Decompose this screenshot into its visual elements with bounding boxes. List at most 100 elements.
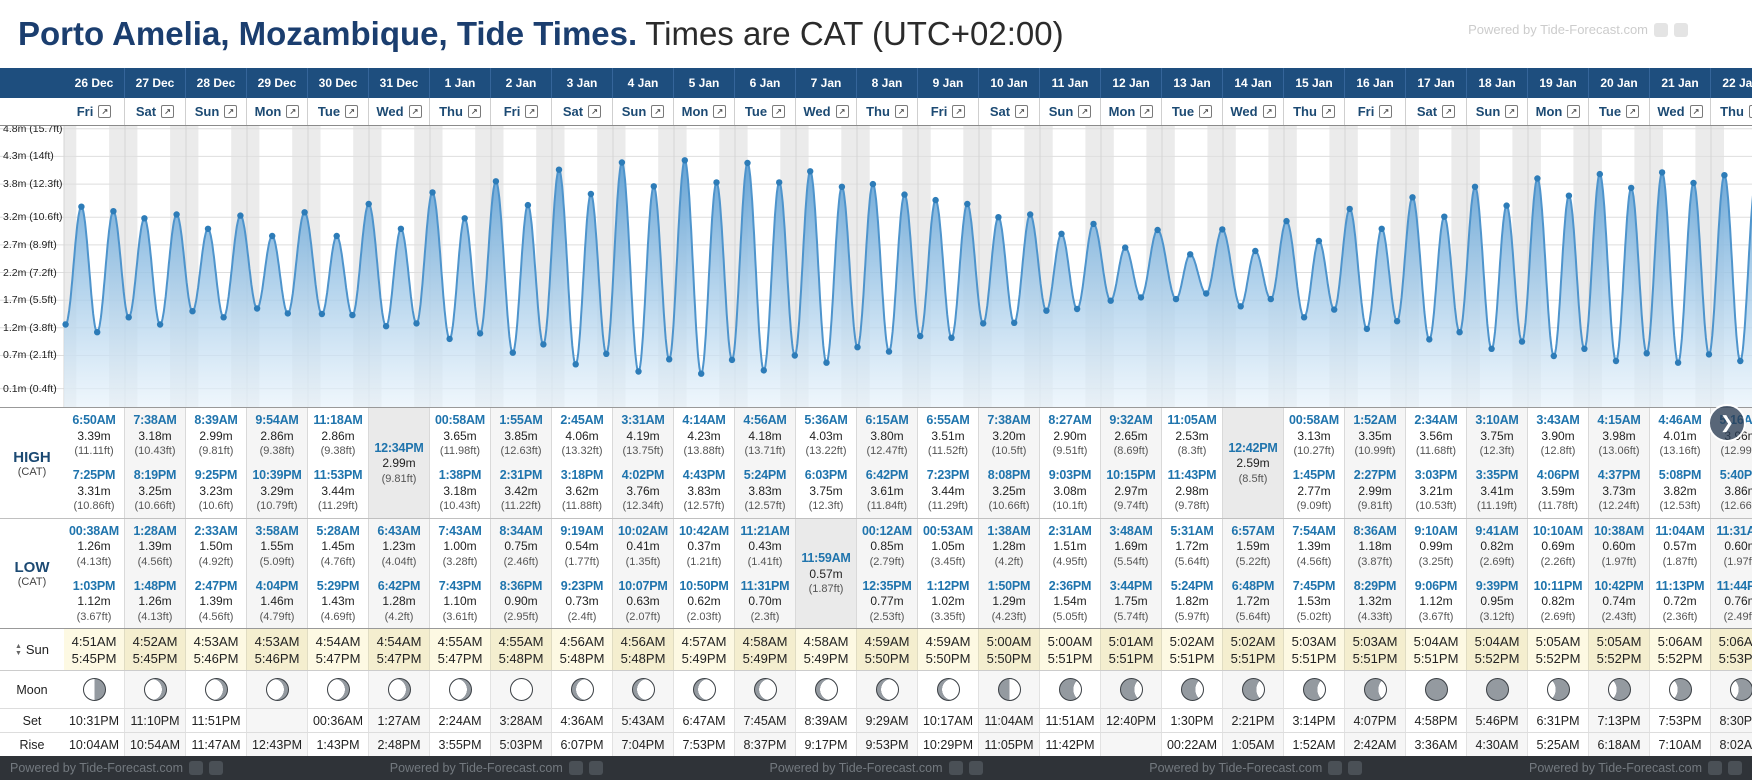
date-header[interactable]: 20 Jan	[1589, 68, 1650, 98]
expand-day-icon[interactable]: ↗	[1140, 105, 1154, 118]
powered-by-watermark[interactable]: Powered by Tide-Forecast.com	[1468, 22, 1688, 37]
date-header[interactable]: 8 Jan	[857, 68, 918, 98]
social-icon[interactable]	[568, 761, 583, 775]
expand-day-icon[interactable]: ↗	[224, 105, 238, 118]
day-cell[interactable]: Tue ↗	[1589, 98, 1650, 125]
social-icon[interactable]	[189, 761, 203, 775]
expand-day-icon[interactable]: ↗	[286, 105, 300, 118]
day-cell[interactable]: Tue ↗	[308, 98, 369, 125]
social-icon[interactable]	[209, 761, 223, 775]
date-header[interactable]: 10 Jan	[979, 68, 1040, 98]
powered-by-watermark[interactable]: Powered by Tide-Forecast.com	[770, 761, 983, 775]
expand-day-icon[interactable]: ↗	[713, 105, 727, 118]
day-cell[interactable]: Thu ↗	[1284, 98, 1345, 125]
social-icon[interactable]	[1348, 761, 1363, 775]
expand-day-icon[interactable]: ↗	[345, 105, 359, 118]
expand-day-icon[interactable]: ↗	[98, 105, 112, 118]
social-icon[interactable]	[1708, 761, 1722, 775]
expand-day-icon[interactable]: ↗	[1626, 105, 1640, 118]
date-header[interactable]: 31 Dec	[369, 68, 430, 98]
date-header[interactable]: 28 Dec	[186, 68, 247, 98]
day-cell[interactable]: Wed ↗	[1223, 98, 1284, 125]
day-cell[interactable]: Fri ↗	[918, 98, 979, 125]
expand-day-icon[interactable]: ↗	[467, 105, 481, 118]
day-cell[interactable]: Fri ↗	[1345, 98, 1406, 125]
day-cell[interactable]: Sun ↗	[1467, 98, 1528, 125]
social-icon[interactable]	[1674, 22, 1688, 37]
date-header[interactable]: 13 Jan	[1162, 68, 1223, 98]
day-cell[interactable]: Sat ↗	[125, 98, 186, 125]
watermark-text[interactable]: Powered by Tide-Forecast.com	[1529, 761, 1702, 775]
date-header[interactable]: 14 Jan	[1223, 68, 1284, 98]
date-header[interactable]: 3 Jan	[552, 68, 613, 98]
watermark-text[interactable]: Powered by Tide-Forecast.com	[389, 761, 563, 775]
expand-day-icon[interactable]: ↗	[651, 105, 665, 118]
expand-day-icon[interactable]: ↗	[835, 105, 849, 118]
expand-day-icon[interactable]: ↗	[1078, 105, 1092, 118]
day-cell[interactable]: Fri ↗	[491, 98, 552, 125]
expand-day-icon[interactable]: ↗	[894, 105, 908, 118]
social-icon[interactable]	[1654, 22, 1668, 37]
day-cell[interactable]: Sat ↗	[1406, 98, 1467, 125]
date-header[interactable]: 17 Jan	[1406, 68, 1467, 98]
expand-day-icon[interactable]: ↗	[1199, 105, 1213, 118]
watermark-text[interactable]: Powered by Tide-Forecast.com	[1149, 761, 1323, 775]
expand-day-icon[interactable]: ↗	[772, 105, 786, 118]
social-icon[interactable]	[588, 761, 603, 775]
date-header[interactable]: 1 Jan	[430, 68, 491, 98]
day-cell[interactable]: Sat ↗	[979, 98, 1040, 125]
date-header[interactable]: 27 Dec	[125, 68, 186, 98]
expand-day-icon[interactable]: ↗	[1321, 105, 1335, 118]
day-cell[interactable]: Thu ↗	[1711, 98, 1752, 125]
date-header[interactable]: 19 Jan	[1528, 68, 1589, 98]
day-cell[interactable]: Wed ↗	[796, 98, 857, 125]
expand-day-icon[interactable]: ↗	[1748, 105, 1752, 118]
date-header[interactable]: 12 Jan	[1101, 68, 1162, 98]
expand-day-icon[interactable]: ↗	[952, 105, 966, 118]
day-cell[interactable]: Sat ↗	[552, 98, 613, 125]
expand-day-icon[interactable]: ↗	[1262, 105, 1276, 118]
day-cell[interactable]: Thu ↗	[430, 98, 491, 125]
date-header[interactable]: 22 Jan	[1711, 68, 1752, 98]
watermark-text[interactable]: Powered by Tide-Forecast.com	[769, 761, 943, 775]
date-header[interactable]: 5 Jan	[674, 68, 735, 98]
expand-day-icon[interactable]: ↗	[1567, 105, 1581, 118]
day-cell[interactable]: Tue ↗	[1162, 98, 1223, 125]
day-cell[interactable]: Mon ↗	[247, 98, 308, 125]
expand-day-icon[interactable]: ↗	[1379, 105, 1393, 118]
powered-by-watermark[interactable]: Powered by Tide-Forecast.com	[390, 761, 603, 775]
expand-day-icon[interactable]: ↗	[1505, 105, 1519, 118]
day-cell[interactable]: Mon ↗	[1528, 98, 1589, 125]
social-icon[interactable]	[948, 761, 963, 775]
social-icon[interactable]	[968, 761, 983, 775]
day-cell[interactable]: Sun ↗	[613, 98, 674, 125]
powered-by-watermark[interactable]: Powered by Tide-Forecast.com	[10, 761, 223, 775]
date-header[interactable]: 7 Jan	[796, 68, 857, 98]
date-header[interactable]: 16 Jan	[1345, 68, 1406, 98]
powered-by-watermark[interactable]: Powered by Tide-Forecast.com	[1529, 761, 1742, 775]
day-cell[interactable]: Sun ↗	[1040, 98, 1101, 125]
date-header[interactable]: 9 Jan	[918, 68, 979, 98]
day-cell[interactable]: Mon ↗	[674, 98, 735, 125]
expand-day-icon[interactable]: ↗	[1015, 105, 1029, 118]
expand-day-icon[interactable]: ↗	[1689, 105, 1703, 118]
date-header[interactable]: 11 Jan	[1040, 68, 1101, 98]
day-cell[interactable]: Fri ↗	[64, 98, 125, 125]
watermark-text[interactable]: Powered by Tide-Forecast.com	[10, 761, 183, 775]
expand-day-icon[interactable]: ↗	[525, 105, 539, 118]
watermark-text[interactable]: Powered by Tide-Forecast.com	[1468, 22, 1648, 37]
date-header[interactable]: 26 Dec	[64, 68, 125, 98]
powered-by-watermark[interactable]: Powered by Tide-Forecast.com	[1149, 761, 1363, 775]
day-cell[interactable]: Mon ↗	[1101, 98, 1162, 125]
day-cell[interactable]: Wed ↗	[1650, 98, 1711, 125]
date-header[interactable]: 2 Jan	[491, 68, 552, 98]
expand-day-icon[interactable]: ↗	[1442, 105, 1456, 118]
date-header[interactable]: 15 Jan	[1284, 68, 1345, 98]
social-icon[interactable]	[1728, 761, 1742, 775]
date-header[interactable]: 29 Dec	[247, 68, 308, 98]
expand-day-icon[interactable]: ↗	[408, 105, 422, 118]
date-header[interactable]: 6 Jan	[735, 68, 796, 98]
date-header[interactable]: 30 Dec	[308, 68, 369, 98]
date-header[interactable]: 21 Jan	[1650, 68, 1711, 98]
expand-day-icon[interactable]: ↗	[588, 105, 602, 118]
